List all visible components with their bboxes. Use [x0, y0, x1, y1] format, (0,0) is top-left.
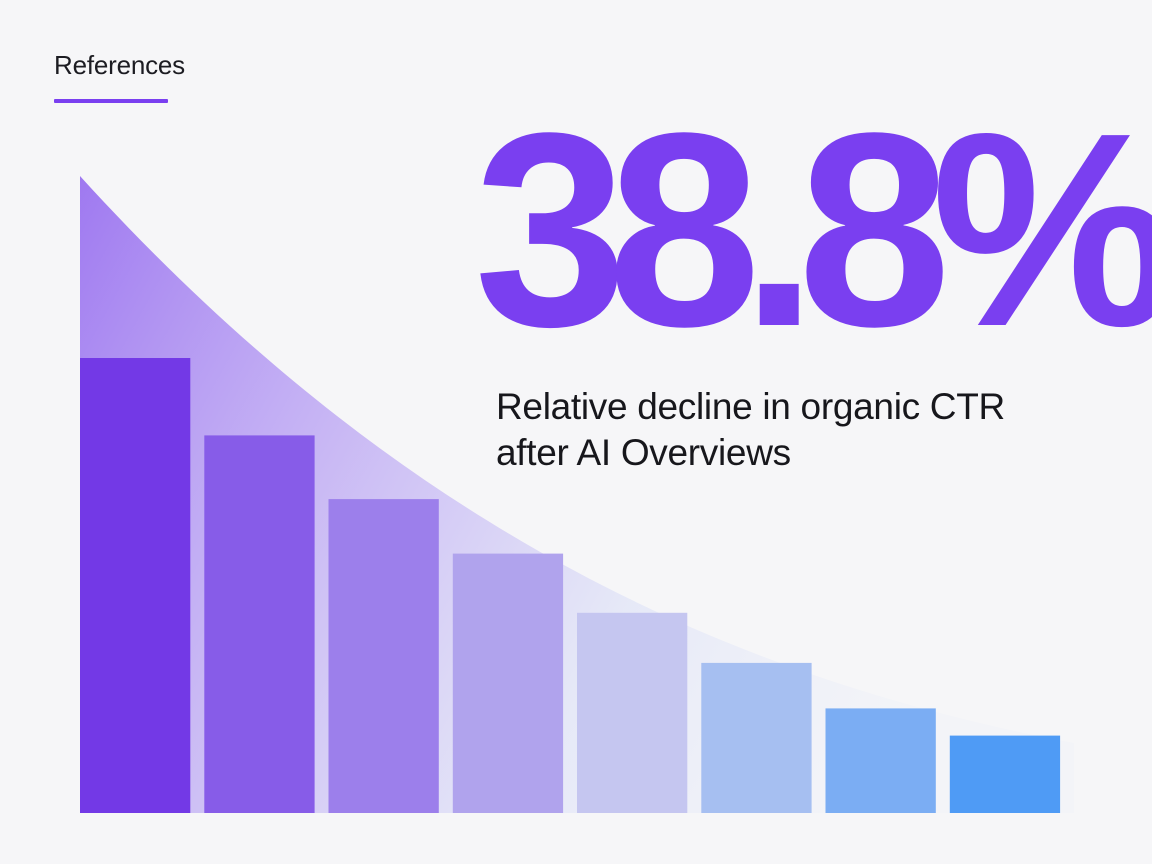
bar-7 — [825, 708, 936, 813]
section-underline — [54, 99, 168, 103]
headline-stat: 38.8% — [474, 76, 1152, 384]
bar-3 — [328, 499, 439, 813]
bar-6 — [701, 662, 812, 813]
bars-group — [80, 358, 1061, 813]
stat-caption-line1: Relative decline in organic CTR — [496, 386, 1005, 427]
bar-8 — [949, 735, 1061, 813]
bar-1 — [80, 358, 191, 813]
bar-5 — [577, 612, 688, 813]
stat-caption: Relative decline in organic CTR after AI… — [496, 384, 1116, 476]
stat-caption-line2: after AI Overviews — [496, 432, 791, 473]
bar-2 — [204, 435, 315, 813]
section-label: References — [54, 50, 185, 80]
bar-4 — [452, 553, 564, 813]
